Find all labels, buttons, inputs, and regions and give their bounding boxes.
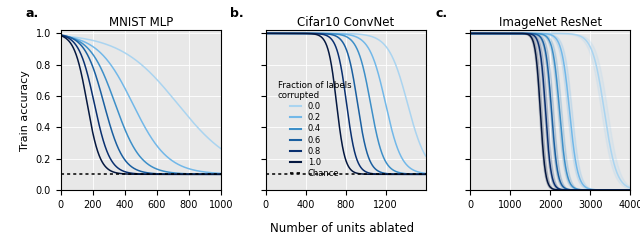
Title: MNIST MLP: MNIST MLP <box>109 16 173 29</box>
Text: c.: c. <box>435 8 447 21</box>
Y-axis label: Train accuracy: Train accuracy <box>20 70 30 151</box>
Title: ImageNet ResNet: ImageNet ResNet <box>499 16 602 29</box>
Text: a.: a. <box>26 8 39 21</box>
Text: b.: b. <box>230 8 244 21</box>
Title: Cifar10 ConvNet: Cifar10 ConvNet <box>297 16 394 29</box>
Text: Number of units ablated: Number of units ablated <box>270 222 415 235</box>
Legend: 0.0, 0.2, 0.4, 0.6, 0.8, 1.0, Chance: 0.0, 0.2, 0.4, 0.6, 0.8, 1.0, Chance <box>278 81 351 178</box>
